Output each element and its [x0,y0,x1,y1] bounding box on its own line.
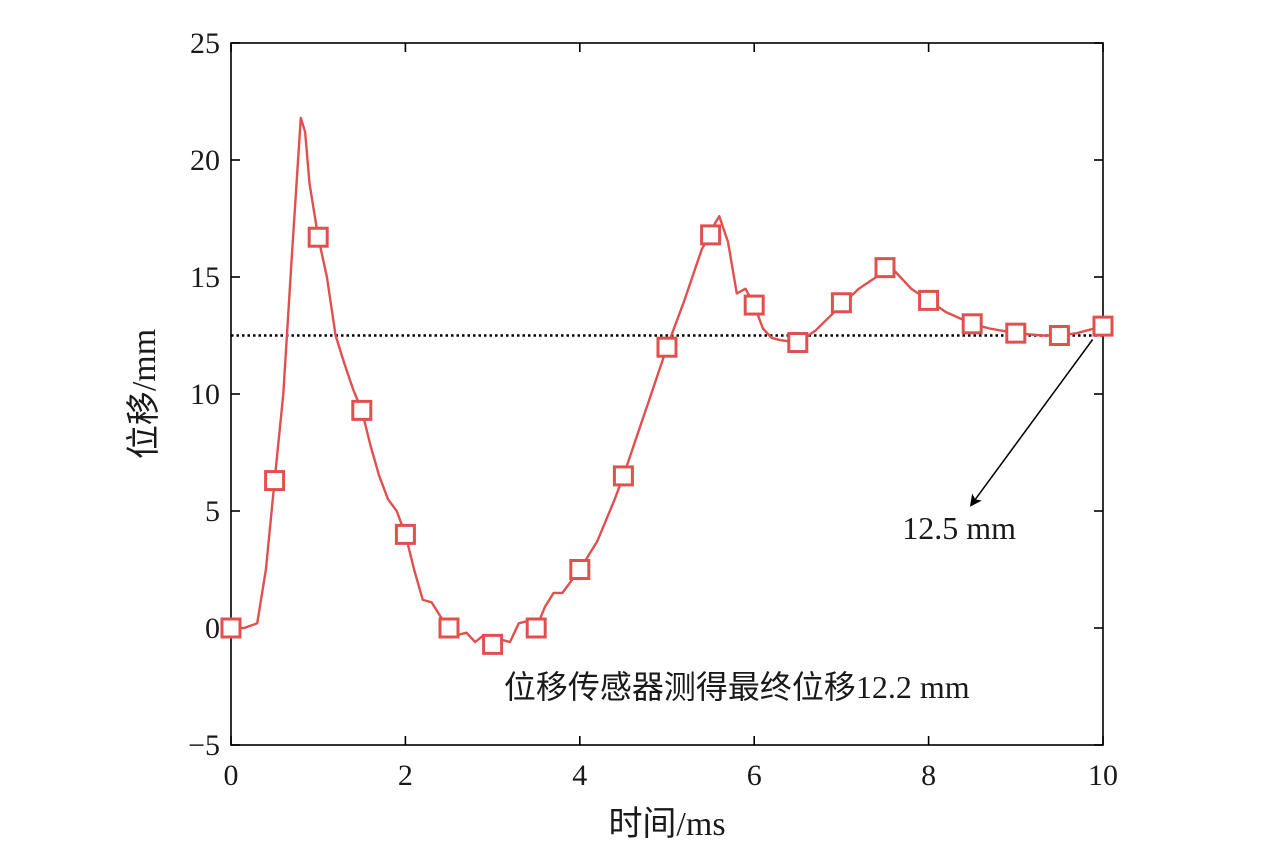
data-marker [351,399,373,421]
x-tick-label: 10 [1088,759,1118,792]
y-axis-label: 位移/mm [125,329,163,459]
annotation-final-value: 12.5 mm [902,510,1016,546]
data-marker [961,313,983,335]
data-marker [612,465,634,487]
data-marker [525,617,547,639]
data-marker [220,617,242,639]
data-marker [830,292,852,314]
data-marker [482,633,504,655]
data-marker [569,559,591,580]
y-tick-label: 25 [190,27,220,60]
data-marker [918,289,940,311]
data-marker [394,523,416,545]
y-tick-label: 20 [190,144,220,177]
x-tick-label: 4 [572,759,587,792]
y-tick-label: 0 [205,612,220,645]
series-line [229,116,1105,646]
y-tick-label: −5 [188,729,220,762]
data-marker [743,294,765,316]
data-marker [1005,322,1027,344]
data-marker [700,224,722,246]
data-marker [1048,325,1070,346]
annotation-arrow [969,339,1094,507]
data-marker [787,332,809,354]
y-tick-label: 15 [190,261,220,294]
data-marker [656,336,678,358]
series-markers [220,224,1114,655]
data-marker [1092,315,1114,337]
x-tick-label: 2 [398,759,413,792]
data-marker [874,257,896,279]
annotation-sensor-note: 位移传感器测得最终位移12.2 mm [504,669,970,705]
y-tick-label: 10 [190,378,220,411]
axis-ticks [230,42,1104,746]
x-axis-label: 时间/ms [608,806,725,843]
plot-frame [230,42,1104,746]
x-tick-label: 8 [921,759,936,792]
x-tick-label: 0 [224,759,239,792]
y-tick-label: 5 [205,495,220,528]
data-marker [264,470,286,492]
data-marker [307,226,329,248]
x-tick-label: 6 [747,759,762,792]
data-marker [438,617,460,639]
